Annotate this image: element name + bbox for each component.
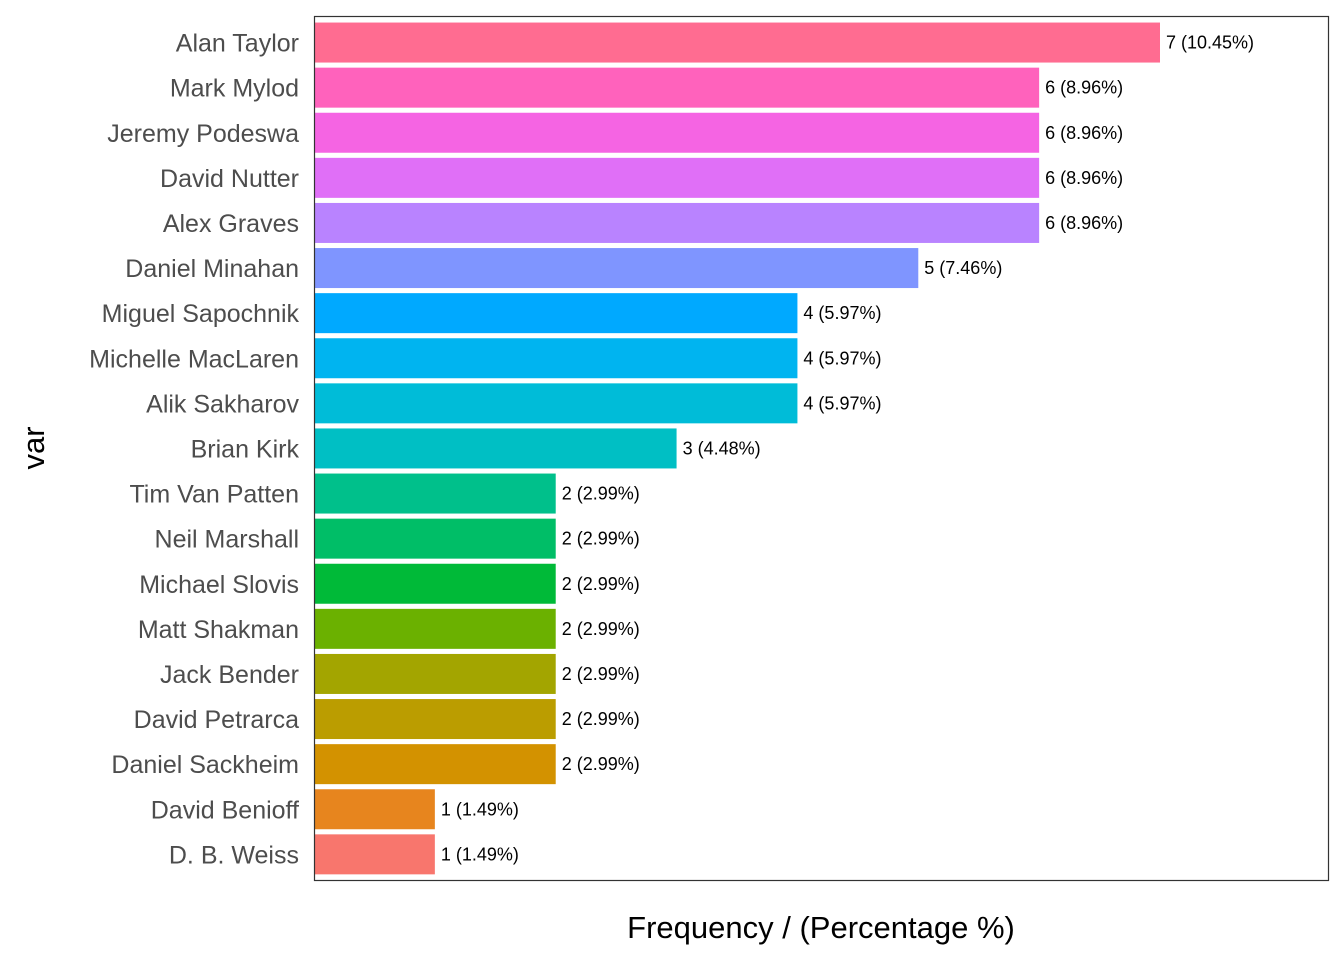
bar-value-label: 6 (8.96%) <box>1045 78 1123 98</box>
bar-value-label: 6 (8.96%) <box>1045 123 1123 143</box>
bar-value-label: 3 (4.48%) <box>683 438 761 458</box>
bar <box>314 563 556 604</box>
bar-value-label: 6 (8.96%) <box>1045 213 1123 233</box>
category-label: Mark Mylod <box>170 75 299 103</box>
bar <box>314 202 1040 243</box>
bar-value-label: 2 (2.99%) <box>562 574 640 594</box>
bar-value-labels: 7 (10.45%) 6 (8.96%) 6 (8.96%) 6 (8.96%) 6 (… <box>441 33 1254 865</box>
bar <box>314 293 798 334</box>
category-axis-labels: Alan Taylor Mark Mylod Jeremy Podeswa David… <box>89 30 299 870</box>
bar-value-label: 2 (2.99%) <box>562 709 640 729</box>
bar <box>314 834 435 875</box>
bar-value-label: 4 (5.97%) <box>803 393 881 413</box>
bars <box>314 22 1160 875</box>
bar <box>314 653 556 694</box>
category-label: Michael Slovis <box>139 571 299 599</box>
bar <box>314 157 1040 198</box>
category-label: Tim Van Patten <box>129 481 299 509</box>
bar <box>314 22 1160 63</box>
category-label: David Petrarca <box>134 706 299 734</box>
y-axis-title: var <box>16 426 51 469</box>
bar <box>314 699 556 740</box>
category-label: Jeremy Podeswa <box>107 120 299 148</box>
bar-value-label: 5 (7.46%) <box>924 258 1002 278</box>
x-axis-title: Frequency / (Percentage %) <box>627 910 1015 945</box>
category-label: Daniel Sackheim <box>111 751 299 779</box>
plot-panel-border <box>313 15 1330 882</box>
category-label: Alan Taylor <box>176 30 299 58</box>
bar-value-label: 2 (2.99%) <box>562 619 640 639</box>
category-label: Jack Bender <box>160 661 299 689</box>
category-label: Miguel Sapochnik <box>102 300 300 328</box>
category-label: Alik Sakharov <box>146 390 299 418</box>
bar-value-label: 1 (1.49%) <box>441 799 519 819</box>
category-label: David Benioff <box>151 796 299 824</box>
bar <box>314 608 556 649</box>
category-label: David Nutter <box>160 165 299 193</box>
bar-value-label: 4 (5.97%) <box>803 348 881 368</box>
bar <box>314 428 677 469</box>
bar <box>314 112 1040 153</box>
bar-value-label: 6 (8.96%) <box>1045 168 1123 188</box>
bar-value-label: 2 (2.99%) <box>562 484 640 504</box>
bar <box>314 473 556 514</box>
bar-value-label: 2 (2.99%) <box>562 754 640 774</box>
category-label: Neil Marshall <box>155 526 299 554</box>
bar-value-label: 1 (1.49%) <box>441 844 519 864</box>
category-label: Michelle MacLaren <box>89 345 299 373</box>
category-label: Brian Kirk <box>191 435 300 463</box>
category-label: Daniel Minahan <box>125 255 299 283</box>
bar <box>314 789 435 830</box>
bar-value-label: 2 (2.99%) <box>562 664 640 684</box>
bar <box>314 744 556 785</box>
bar-value-label: 7 (10.45%) <box>1166 33 1254 53</box>
bar <box>314 518 556 559</box>
bar-value-label: 2 (2.99%) <box>562 529 640 549</box>
bar <box>314 338 798 379</box>
bar <box>314 383 798 424</box>
bar <box>314 248 919 289</box>
bar <box>314 67 1040 108</box>
category-label: Matt Shakman <box>138 616 299 644</box>
bar-value-label: 4 (5.97%) <box>803 303 881 323</box>
category-label: Alex Graves <box>163 210 299 238</box>
category-label: D. B. Weiss <box>169 841 299 869</box>
